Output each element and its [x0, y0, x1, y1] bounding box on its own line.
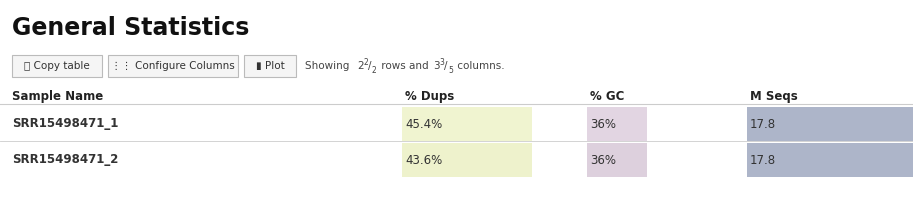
Text: /: / — [444, 61, 447, 71]
Text: 5: 5 — [448, 65, 453, 74]
Text: SRR15498471_2: SRR15498471_2 — [12, 153, 119, 166]
Text: M Seqs: M Seqs — [750, 89, 798, 102]
Text: 2: 2 — [372, 65, 377, 74]
Text: Showing: Showing — [305, 61, 352, 71]
Text: 43.6%: 43.6% — [405, 153, 442, 166]
Text: 36%: 36% — [590, 153, 616, 166]
Text: 2: 2 — [357, 61, 363, 71]
FancyBboxPatch shape — [402, 107, 532, 141]
FancyBboxPatch shape — [108, 55, 238, 77]
FancyBboxPatch shape — [402, 143, 532, 177]
FancyBboxPatch shape — [587, 107, 647, 141]
Text: % GC: % GC — [590, 89, 624, 102]
Text: 3: 3 — [439, 58, 444, 67]
FancyBboxPatch shape — [747, 143, 913, 177]
Text: ⎘ Copy table: ⎘ Copy table — [24, 61, 89, 71]
Text: ⋮⋮ Configure Columns: ⋮⋮ Configure Columns — [111, 61, 235, 71]
FancyBboxPatch shape — [747, 143, 907, 177]
Text: /: / — [368, 61, 372, 71]
Text: 3: 3 — [433, 61, 440, 71]
Text: 17.8: 17.8 — [750, 117, 776, 130]
Text: 17.8: 17.8 — [750, 153, 776, 166]
Text: 36%: 36% — [590, 117, 616, 130]
Text: % Dups: % Dups — [405, 89, 455, 102]
Text: Sample Name: Sample Name — [12, 89, 103, 102]
FancyBboxPatch shape — [244, 55, 296, 77]
FancyBboxPatch shape — [587, 143, 647, 177]
Text: General Statistics: General Statistics — [12, 16, 249, 40]
Text: 2: 2 — [363, 58, 368, 67]
FancyBboxPatch shape — [747, 107, 907, 141]
Text: rows and: rows and — [378, 61, 432, 71]
FancyBboxPatch shape — [747, 107, 913, 141]
Text: SRR15498471_1: SRR15498471_1 — [12, 117, 119, 130]
Text: columns.: columns. — [454, 61, 505, 71]
Text: 45.4%: 45.4% — [405, 117, 442, 130]
FancyBboxPatch shape — [12, 55, 102, 77]
Text: ▮ Plot: ▮ Plot — [256, 61, 284, 71]
